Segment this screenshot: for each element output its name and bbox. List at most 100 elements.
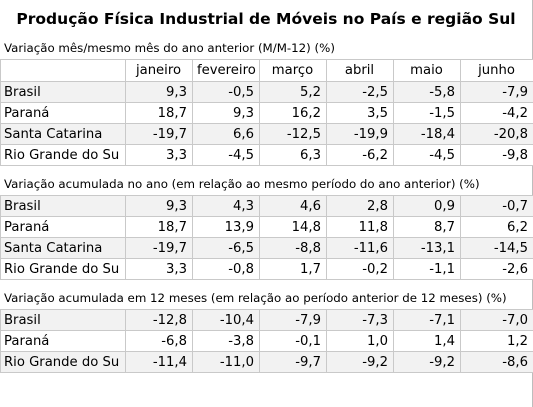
value-cell: -4,5	[192, 144, 260, 166]
value-cell: 9,3	[192, 102, 260, 124]
value-cell: 1,0	[326, 330, 394, 352]
table-row: Brasil 9,3 -0,5 5,2 -2,5 -5,8 -7,9	[0, 81, 533, 103]
value-cell: 6,2	[460, 216, 533, 238]
section-gap	[0, 166, 532, 174]
table-row: Santa Catarina -19,7 6,6 -12,5 -19,9 -18,4 -20…	[0, 123, 533, 145]
data-table: janeiro fevereiro março abril maio junho Brasi…	[0, 59, 533, 166]
value-cell: -12,8	[125, 309, 193, 331]
table-row: Brasil -12,8 -10,4 -7,9 -7,3 -7,1 -7,0	[0, 309, 533, 331]
header-row: janeiro fevereiro março abril maio junho	[0, 59, 533, 82]
value-cell: -20,8	[460, 123, 533, 145]
row-label: Santa Catarina	[0, 123, 126, 145]
value-cell: -10,4	[192, 309, 260, 331]
section-caption: Variação acumulada no ano (em relação ao…	[0, 174, 532, 195]
value-cell: -19,9	[326, 123, 394, 145]
table-row: Brasil 9,3 4,3 4,6 2,8 0,9 -0,7	[0, 195, 533, 217]
table-row: Santa Catarina -19,7 -6,5 -8,8 -11,6 -13,1 -14…	[0, 237, 533, 259]
value-cell: 4,3	[192, 195, 260, 217]
value-cell: 11,8	[326, 216, 394, 238]
row-label: Rio Grande do Su	[0, 258, 126, 280]
section-gap	[0, 280, 532, 288]
value-cell: -7,9	[460, 81, 533, 103]
value-cell: -14,5	[460, 237, 533, 259]
value-cell: 18,7	[125, 216, 193, 238]
value-cell: -11,0	[192, 351, 260, 373]
row-label: Rio Grande do Su	[0, 351, 126, 373]
row-label: Brasil	[0, 309, 126, 331]
value-cell: -7,3	[326, 309, 394, 331]
header-blank-cell	[0, 59, 126, 82]
value-cell: -12,5	[259, 123, 327, 145]
value-cell: -8,6	[460, 351, 533, 373]
value-cell: 1,4	[393, 330, 461, 352]
value-cell: -7,0	[460, 309, 533, 331]
data-table: Brasil -12,8 -10,4 -7,9 -7,3 -7,1 -7,0 Paraná -6…	[0, 309, 533, 373]
value-cell: -1,5	[393, 102, 461, 124]
row-label: Santa Catarina	[0, 237, 126, 259]
value-cell: -6,8	[125, 330, 193, 352]
table-row: Rio Grande do Su 3,3 -0,8 1,7 -0,2 -1,1 -2,6	[0, 258, 533, 280]
value-cell: 18,7	[125, 102, 193, 124]
value-cell: -0,1	[259, 330, 327, 352]
value-cell: -8,8	[259, 237, 327, 259]
row-label: Paraná	[0, 216, 126, 238]
value-cell: -3,8	[192, 330, 260, 352]
value-cell: -11,4	[125, 351, 193, 373]
value-cell: 0,9	[393, 195, 461, 217]
page-title: Produção Física Industrial de Móveis no …	[0, 0, 532, 38]
value-cell: -19,7	[125, 123, 193, 145]
data-table: Brasil 9,3 4,3 4,6 2,8 0,9 -0,7 Paraná 18,7 13,9 1…	[0, 195, 533, 280]
value-cell: -0,2	[326, 258, 394, 280]
value-cell: -11,6	[326, 237, 394, 259]
table-row: Rio Grande do Su 3,3 -4,5 6,3 -6,2 -4,5 -9,8	[0, 144, 533, 166]
value-cell: 9,3	[125, 195, 193, 217]
value-cell: -1,1	[393, 258, 461, 280]
month-header: fevereiro	[192, 59, 260, 82]
table-row: Paraná 18,7 9,3 16,2 3,5 -1,5 -4,2	[0, 102, 533, 124]
month-header: abril	[326, 59, 394, 82]
value-cell: -18,4	[393, 123, 461, 145]
section-caption: Variação acumulada em 12 meses (em relaç…	[0, 288, 532, 309]
month-header: junho	[460, 59, 533, 82]
row-label: Rio Grande do Su	[0, 144, 126, 166]
value-cell: 4,6	[259, 195, 327, 217]
value-cell: 3,3	[125, 144, 193, 166]
row-label: Paraná	[0, 102, 126, 124]
section-caption: Variação mês/mesmo mês do ano anterior (…	[0, 38, 532, 59]
value-cell: 9,3	[125, 81, 193, 103]
value-cell: 14,8	[259, 216, 327, 238]
row-label: Brasil	[0, 81, 126, 103]
value-cell: -2,6	[460, 258, 533, 280]
month-header: janeiro	[125, 59, 193, 82]
value-cell: 3,3	[125, 258, 193, 280]
table-row: Paraná 18,7 13,9 14,8 11,8 8,7 6,2	[0, 216, 533, 238]
value-cell: -6,5	[192, 237, 260, 259]
value-cell: -9,7	[259, 351, 327, 373]
value-cell: -9,2	[326, 351, 394, 373]
value-cell: 3,5	[326, 102, 394, 124]
value-cell: 13,9	[192, 216, 260, 238]
value-cell: 2,8	[326, 195, 394, 217]
value-cell: -13,1	[393, 237, 461, 259]
value-cell: 6,6	[192, 123, 260, 145]
month-header: março	[259, 59, 327, 82]
value-cell: -7,1	[393, 309, 461, 331]
value-cell: -0,7	[460, 195, 533, 217]
value-cell: -7,9	[259, 309, 327, 331]
value-cell: -2,5	[326, 81, 394, 103]
value-cell: -0,8	[192, 258, 260, 280]
value-cell: 5,2	[259, 81, 327, 103]
month-header: maio	[393, 59, 461, 82]
value-cell: -9,2	[393, 351, 461, 373]
value-cell: 6,3	[259, 144, 327, 166]
value-cell: -19,7	[125, 237, 193, 259]
row-label: Brasil	[0, 195, 126, 217]
value-cell: -0,5	[192, 81, 260, 103]
value-cell: 16,2	[259, 102, 327, 124]
value-cell: 8,7	[393, 216, 461, 238]
value-cell: 1,2	[460, 330, 533, 352]
table-row: Paraná -6,8 -3,8 -0,1 1,0 1,4 1,2	[0, 330, 533, 352]
table-row: Rio Grande do Su -11,4 -11,0 -9,7 -9,2 -9,2 -8…	[0, 351, 533, 373]
value-cell: -4,5	[393, 144, 461, 166]
